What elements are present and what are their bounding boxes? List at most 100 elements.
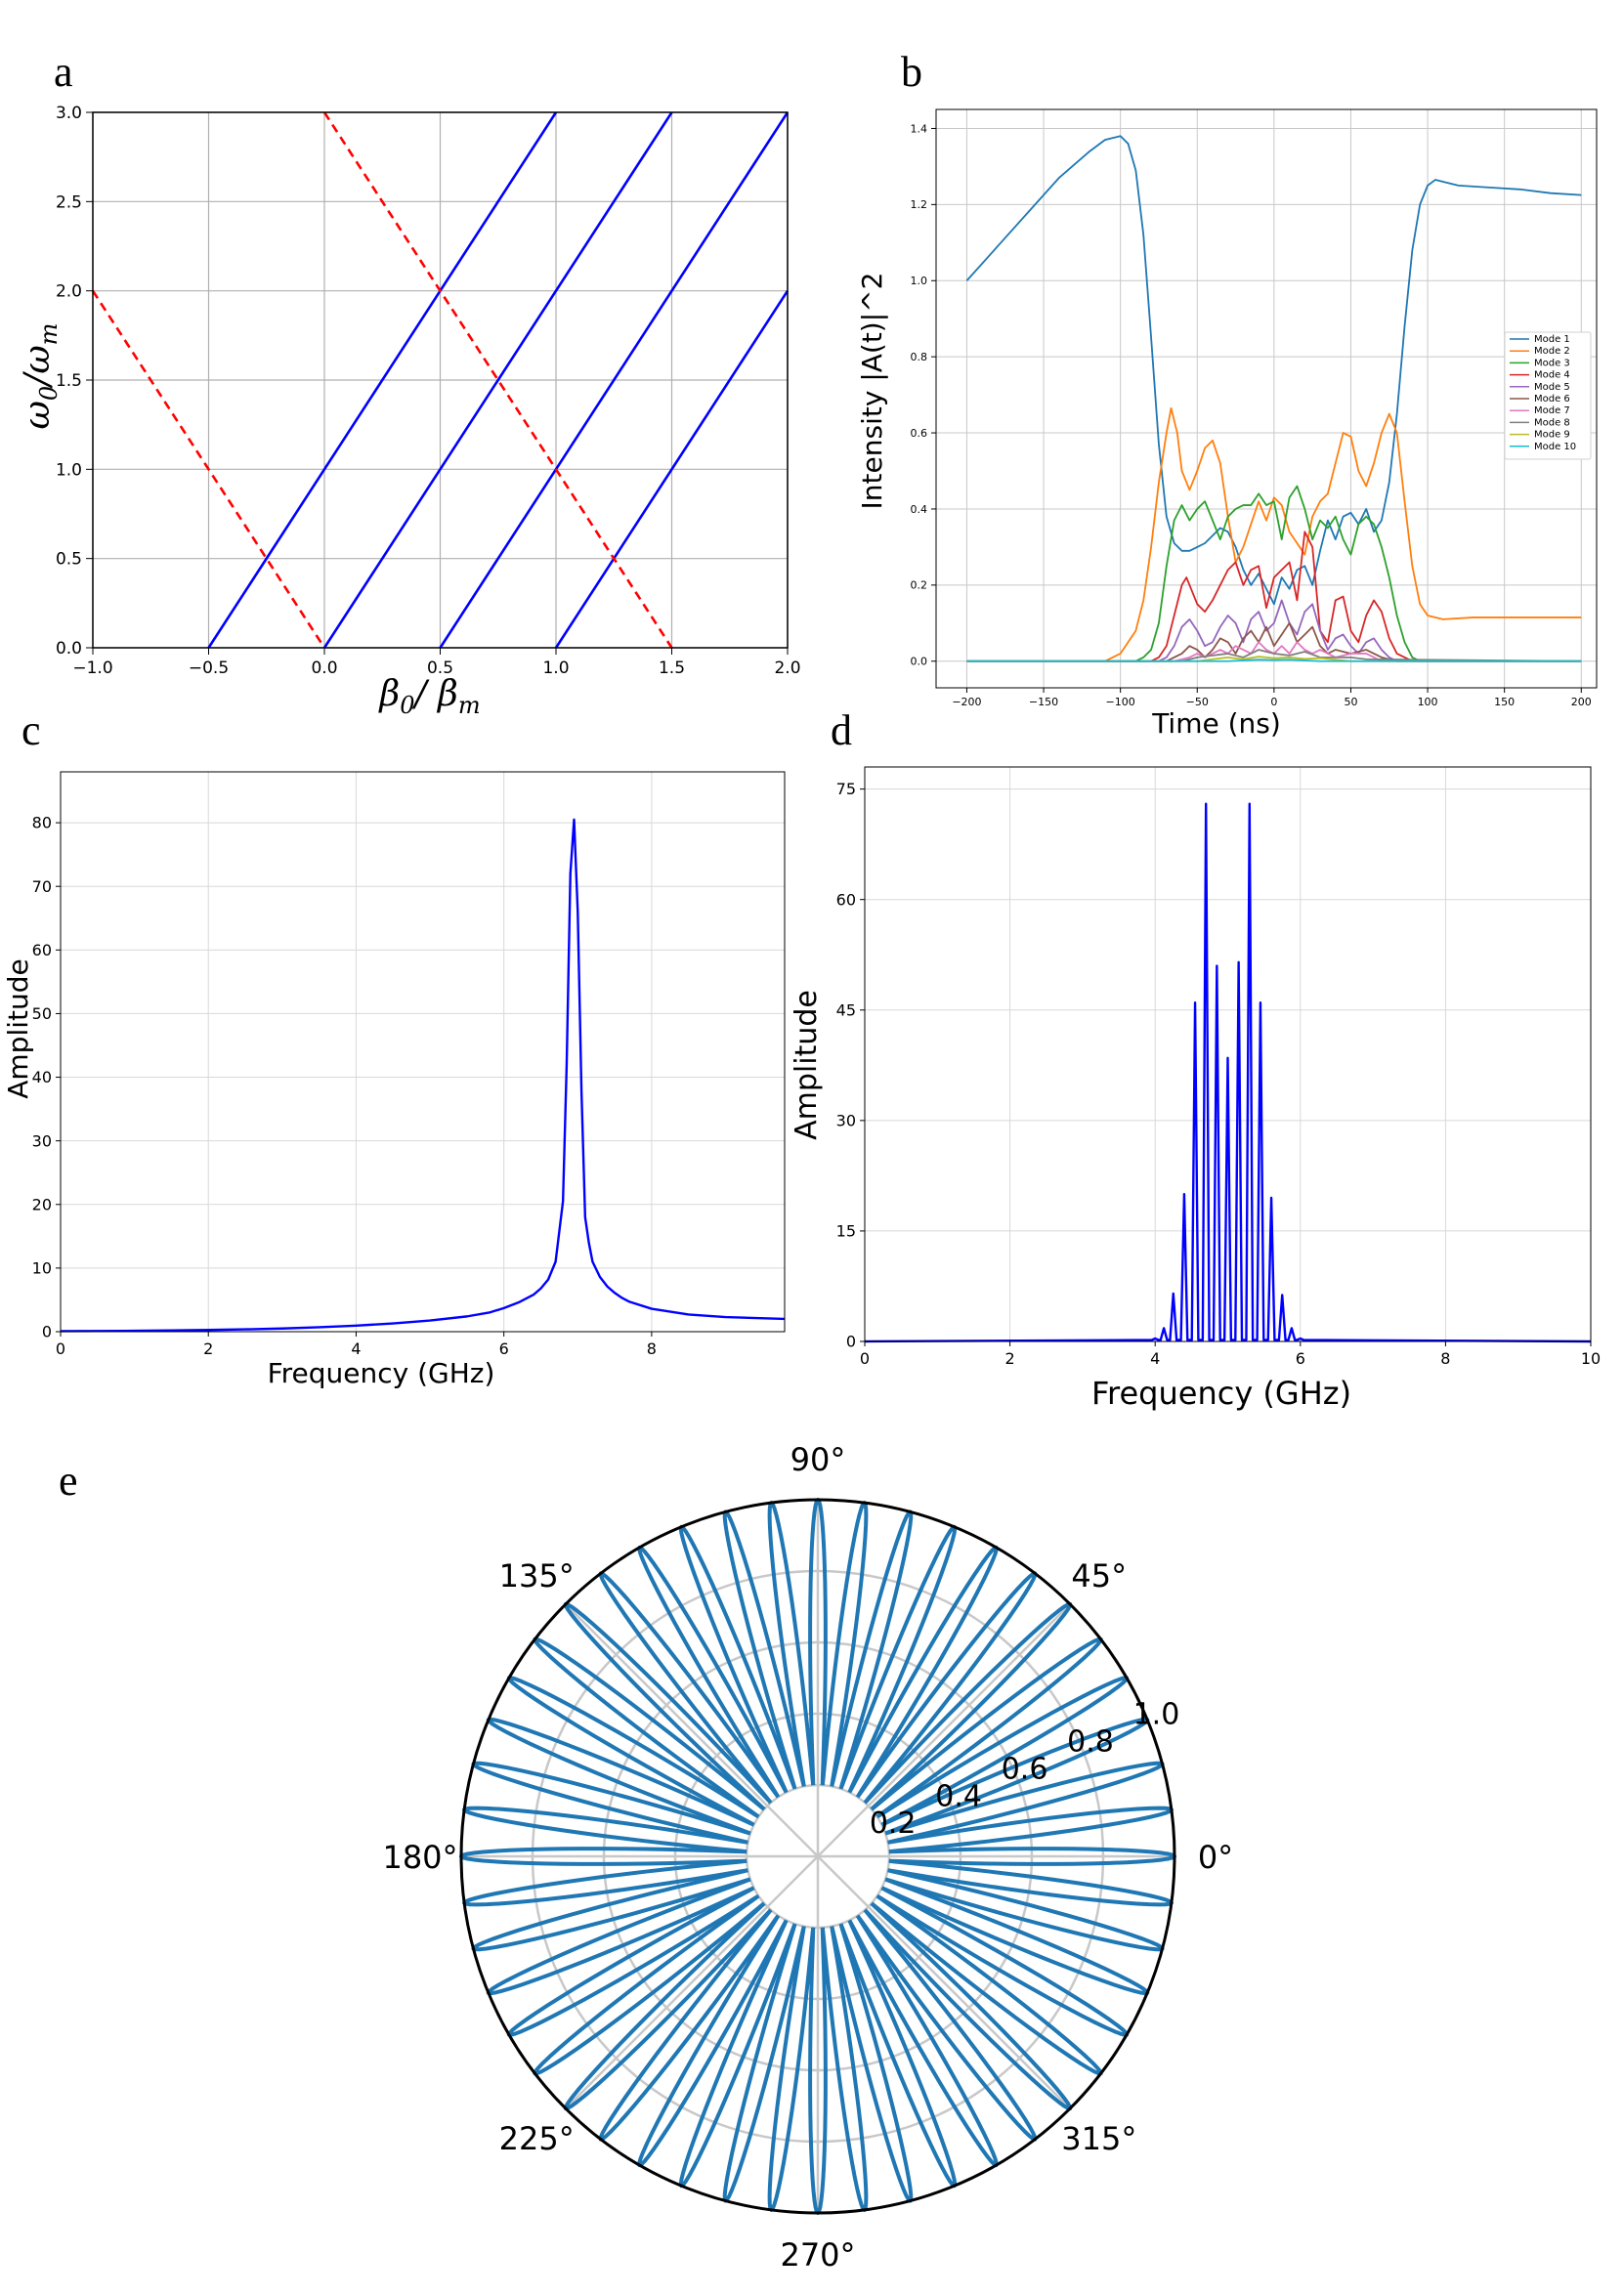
chart-c-frame (60, 771, 786, 1333)
chart-e-theta-label: 270° (780, 2236, 855, 2274)
chart-b-xtick-label: −100 (1106, 696, 1135, 708)
chart-b-xtick-label: 0 (1270, 696, 1277, 708)
chart-b-grid (936, 109, 1597, 688)
chart-d-xtick-label: 8 (1440, 1349, 1450, 1368)
chart-b-legend-label: Mode 9 (1534, 430, 1570, 441)
chart-b-ytick-label: 1.4 (911, 122, 928, 135)
chart-c-ytick-label: 80 (32, 814, 52, 832)
chart-e-theta-label: 315° (1061, 2120, 1136, 2157)
chart-d-xtick-label: 4 (1150, 1349, 1160, 1368)
chart-c-xtick-label: 0 (56, 1339, 65, 1358)
chart-b-series-mode-9 (966, 656, 1582, 662)
chart-c-xlabel: Frequency (GHz) (268, 1357, 495, 1389)
chart-b-series-mode-10 (966, 659, 1582, 662)
chart-b-legend-label: Mode 2 (1534, 346, 1570, 357)
chart-d-xtick-label: 0 (860, 1349, 870, 1368)
chart-b-ytick-label: 0.8 (911, 351, 928, 363)
chart-c-ytick-label: 60 (32, 941, 52, 959)
chart-d-xtick-label: 10 (1581, 1349, 1601, 1368)
chart-b-series-mode-4 (966, 531, 1582, 662)
chart-b-xlabel: Time (ns) (1151, 707, 1281, 740)
chart-e-theta-label: 90° (790, 1441, 846, 1478)
chart-d-ytick-label: 30 (836, 1111, 856, 1129)
chart-b-ytick-label: 0.2 (911, 579, 928, 592)
chart-a-ytick-label: 2.5 (56, 192, 82, 212)
chart-a-xtick-label: 1.0 (542, 659, 569, 678)
chart-c-spectrum-line (60, 818, 786, 1333)
chart-c-grid (60, 772, 785, 1333)
chart-b-ticks: −200 −150 −100 −50 0 50 100 150 200 0.0 0.2 0.4 0.6 0… (911, 122, 1592, 708)
chart-e-theta-label: 45° (1071, 1557, 1127, 1594)
chart-b: −200 −150 −100 −50 0 50 100 150 200 0.0 0.2 0.4 0.6 0… (856, 108, 1598, 740)
chart-c-ytick-label: 20 (32, 1195, 52, 1213)
chart-a-xtick-label: −1.0 (72, 659, 112, 678)
chart-b-legend-label: Mode 5 (1534, 382, 1570, 393)
chart-c-xtick-label: 6 (499, 1339, 509, 1358)
chart-d-ytick-label: 0 (846, 1333, 856, 1351)
chart-a-ytick-label: 1.5 (56, 371, 82, 391)
chart-b-legend-label: Mode 7 (1534, 405, 1570, 416)
chart-c-ytick-label: 40 (32, 1068, 52, 1086)
chart-b-frame (935, 108, 1598, 689)
chart-b-series-mode-1 (965, 135, 1582, 606)
chart-b-series-mode-6 (966, 621, 1582, 662)
chart-e-theta-label: 225° (499, 2120, 575, 2157)
chart-b-series-mode-3 (966, 485, 1582, 662)
chart-d-ylabel: Amplitude (790, 990, 824, 1140)
panel-letter-b: b (901, 48, 922, 96)
chart-a-ytick-label: 0.5 (56, 550, 82, 570)
chart-b-legend-label: Mode 4 (1534, 370, 1570, 381)
chart-d-series-group (864, 802, 1592, 1343)
chart-a-ytick-label: 0.0 (56, 639, 82, 659)
chart-b-ytick-label: 0.0 (911, 656, 928, 668)
panel-letter-c: c (21, 706, 41, 754)
chart-a-line-4 (554, 289, 790, 649)
chart-b-legend-box (1504, 331, 1592, 460)
chart-b-legend-label: Mode 1 (1534, 334, 1570, 345)
panel-letter-d: d (831, 706, 852, 754)
chart-d-ytick-label: 15 (836, 1222, 856, 1241)
chart-e-r-label: 0.2 (870, 1807, 917, 1841)
chart-c-xtick-label: 4 (351, 1339, 361, 1358)
chart-b-ytick-label: 1.0 (911, 275, 928, 287)
chart-e-r-label: 0.6 (1002, 1752, 1048, 1786)
chart-a-line-5 (91, 289, 326, 649)
chart-b-series-mode-5 (966, 599, 1582, 662)
chart-a-line-2 (322, 111, 673, 649)
chart-e: 0° 45° 90° 135° 180° 225° 270° 315° 0.2 0.4 0.6 0.8… (382, 1441, 1233, 2274)
chart-e-r-label: 0.4 (935, 1779, 982, 1813)
chart-c-ylabel: Amplitude (2, 958, 34, 1099)
panel-letter-e: e (59, 1457, 78, 1505)
chart-e-theta-label: 135° (499, 1557, 575, 1594)
chart-c-ytick-label: 70 (32, 877, 52, 896)
chart-b-xtick-label: 50 (1344, 696, 1357, 708)
chart-b-xtick-label: 150 (1494, 696, 1515, 708)
chart-a-ytick-label: 2.0 (56, 282, 82, 302)
chart-e-r-label: 0.8 (1067, 1724, 1114, 1759)
chart-a-ylabel: ω0/ωm (18, 323, 63, 430)
chart-b-xtick-label: 200 (1571, 696, 1592, 708)
chart-a-line-1 (207, 111, 558, 649)
chart-e-outer-ring (459, 1498, 1176, 2215)
chart-a-line-3 (439, 111, 790, 649)
chart-b-ylabel: Intensity |A(t)|^2 (856, 273, 888, 510)
chart-d-frame (864, 766, 1592, 1342)
chart-d-ticks: 0 2 4 6 8 10 0 15 30 45 60 75 (836, 780, 1602, 1368)
chart-d: 0 2 4 6 8 10 0 15 30 45 60 75 Frequency (GHz) Ampli… (790, 766, 1602, 1412)
chart-b-xtick-label: −200 (952, 696, 981, 708)
chart-c-ytick-label: 0 (42, 1323, 52, 1341)
chart-d-xtick-label: 2 (1005, 1349, 1015, 1368)
chart-d-ytick-label: 60 (836, 890, 856, 909)
chart-b-series-group (965, 135, 1582, 662)
chart-b-ytick-label: 0.6 (911, 427, 928, 440)
chart-a-xtick-label: 2.0 (774, 659, 800, 678)
chart-d-xtick-label: 6 (1296, 1349, 1305, 1368)
chart-b-series-mode-8 (966, 649, 1582, 662)
chart-c-ytick-label: 30 (32, 1131, 52, 1150)
chart-b-legend-label: Mode 3 (1534, 358, 1570, 368)
chart-a-line-6 (322, 111, 673, 649)
chart-a-ytick-label: 3.0 (56, 104, 82, 123)
